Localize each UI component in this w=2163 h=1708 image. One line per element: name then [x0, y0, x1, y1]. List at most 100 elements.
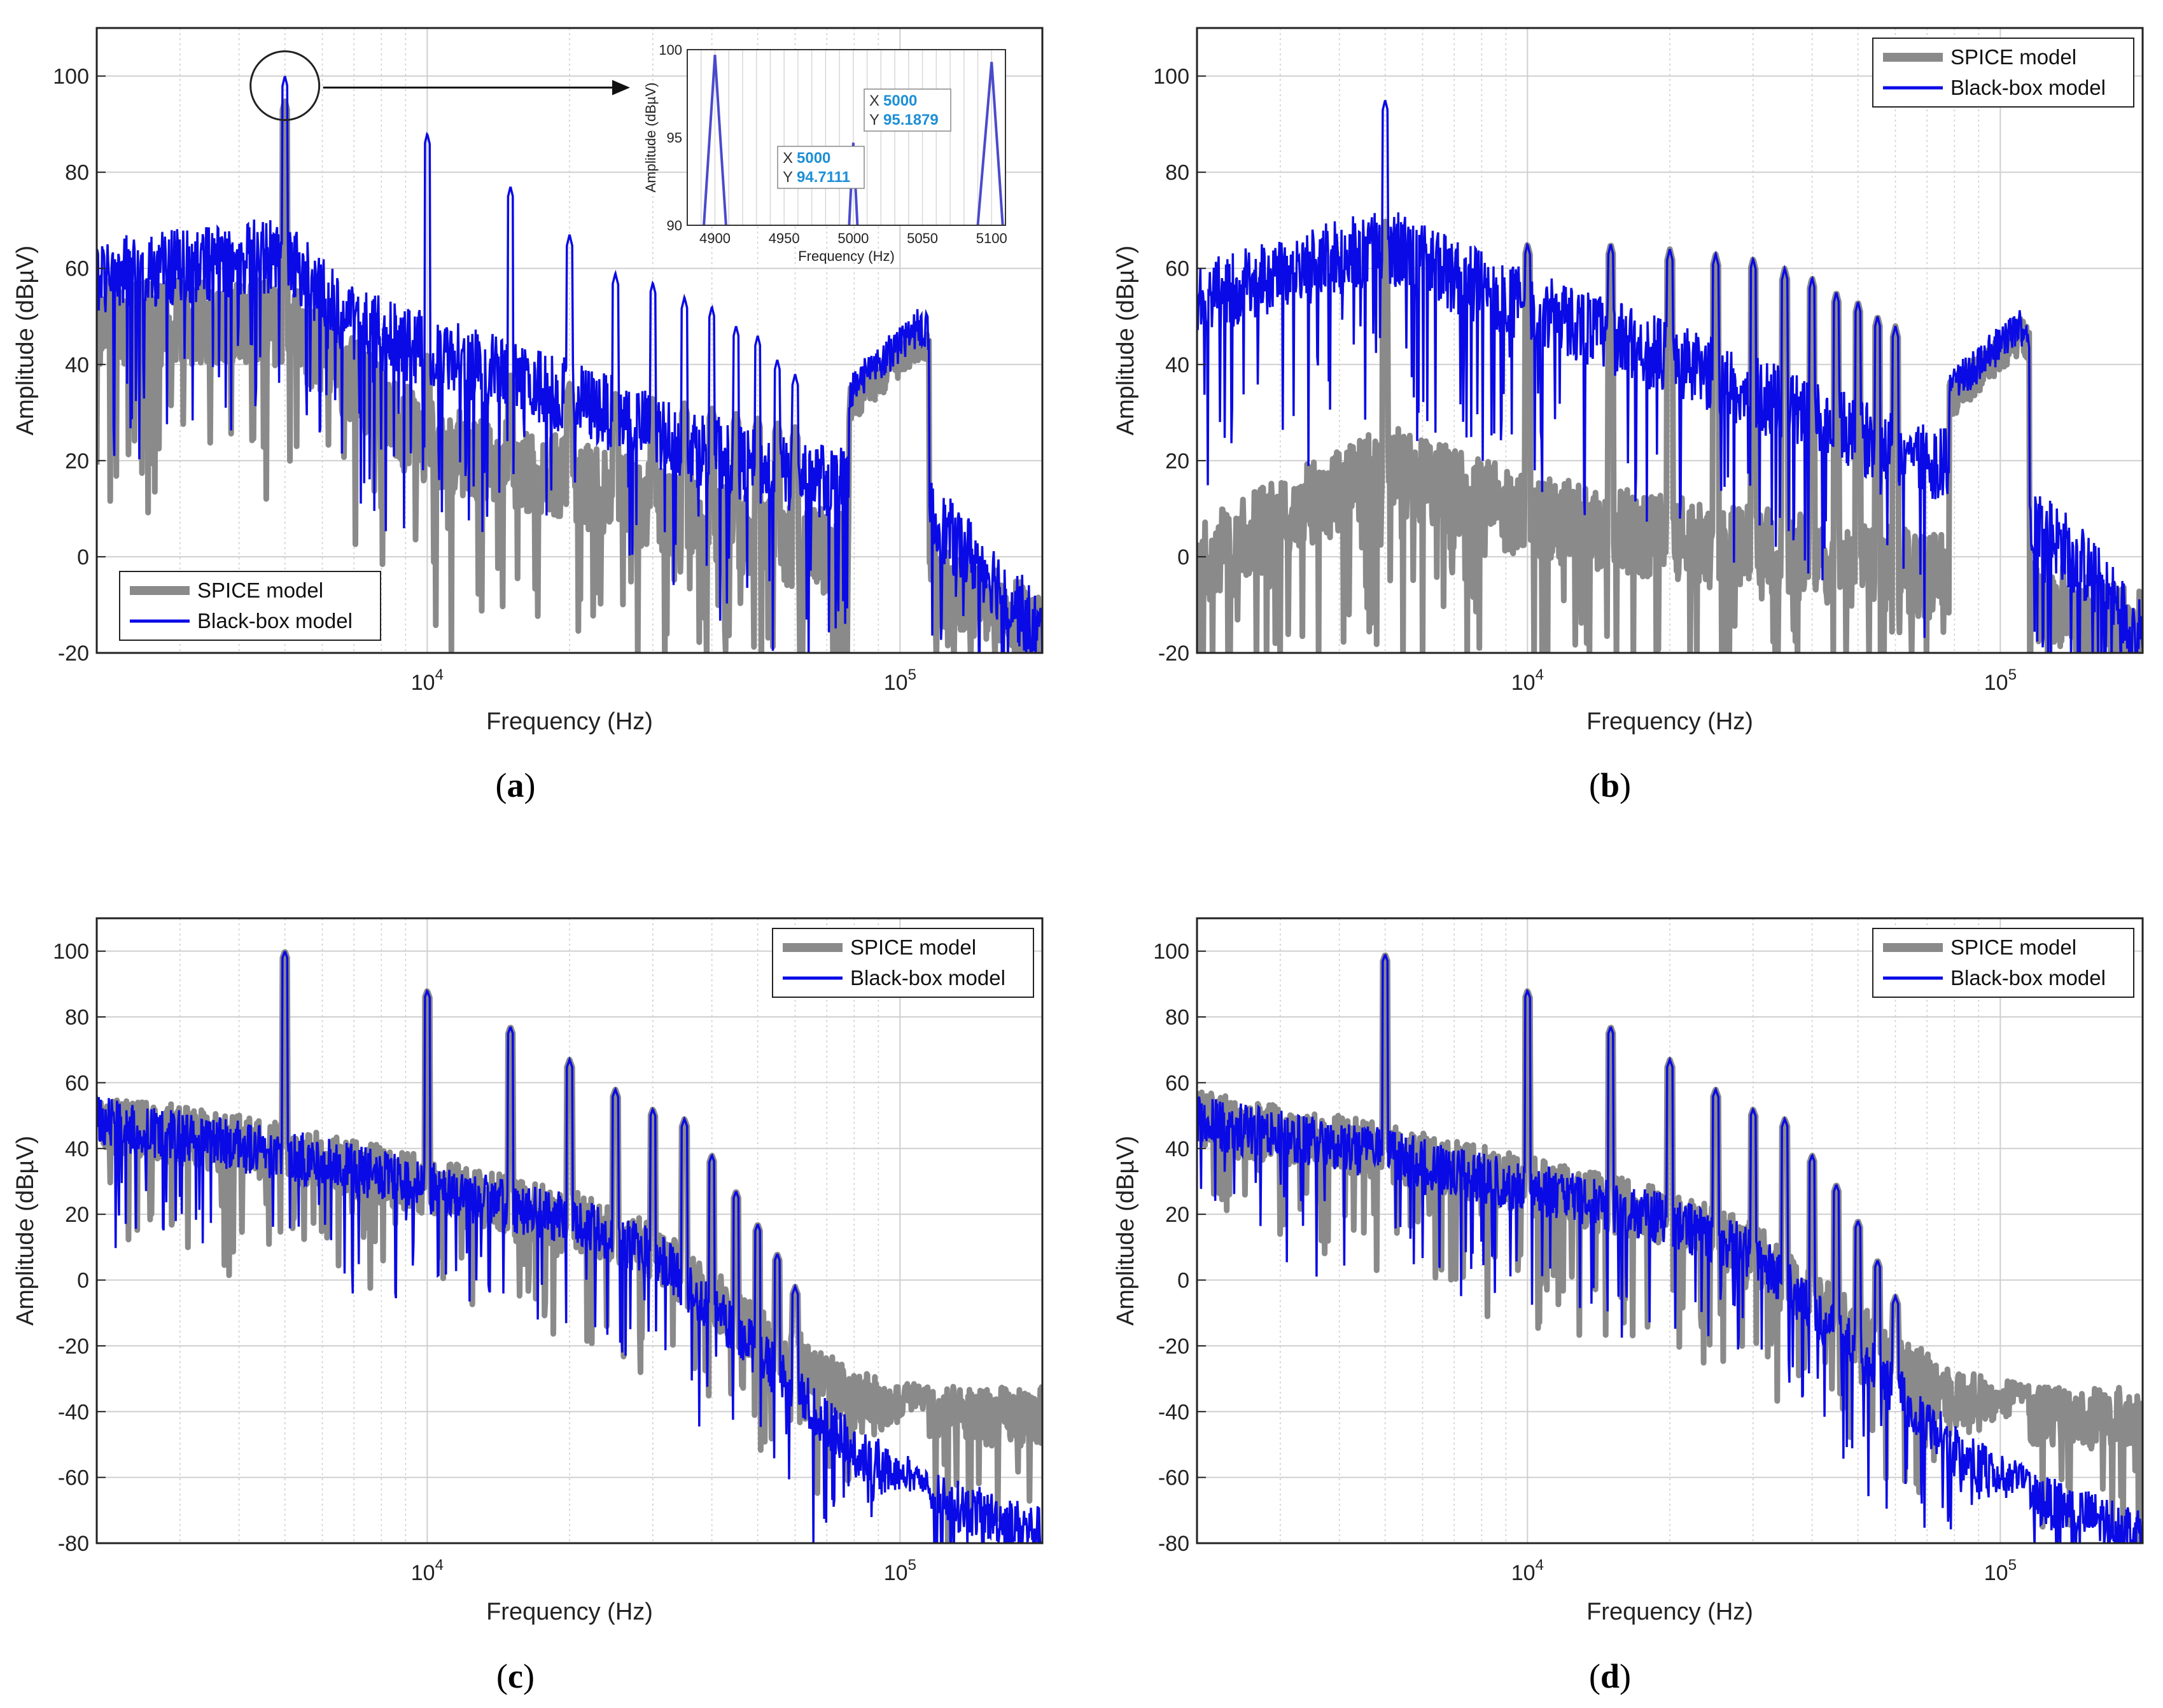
y-tick-label: -80 — [58, 1532, 89, 1556]
inset-x-tick-label: 5050 — [907, 230, 938, 246]
y-tick-label: -80 — [1158, 1532, 1189, 1556]
y-tick-label: 60 — [65, 1071, 89, 1095]
inset-x-tick-label: 5000 — [837, 230, 869, 246]
legend-label-blackbox: Black-box model — [1950, 76, 2106, 99]
datatip-box — [777, 146, 865, 189]
inset-y-tick-label: 100 — [659, 42, 682, 58]
panel-caption: (c) — [496, 1657, 535, 1695]
y-tick-label: -40 — [58, 1400, 89, 1424]
series-blackbox-line — [97, 75, 1042, 653]
y-tick-label: 20 — [1165, 1203, 1189, 1227]
series-blackbox-line — [97, 950, 1042, 1543]
legend-box — [1872, 38, 2134, 108]
legend-label-blackbox: Black-box model — [1950, 966, 2106, 990]
datatip-box — [864, 88, 951, 132]
x-tick-label: 104 — [1511, 666, 1544, 695]
y-tick-label: 60 — [65, 257, 89, 281]
y-tick-label: 100 — [53, 65, 89, 89]
inset-series-line — [703, 55, 1004, 226]
chart-panel-c: -80 -60 -40 -20 0 20 40 60 80 100 104 105 Frequency … — [12, 917, 1044, 1695]
x-axis-label: Frequency (Hz) — [1586, 708, 1753, 735]
y-tick-label: 0 — [77, 1269, 89, 1293]
y-tick-label: -40 — [1158, 1400, 1189, 1424]
datatip-y-label: Y — [869, 111, 879, 129]
legend-label-spice: SPICE model — [1950, 935, 2076, 959]
legend-box — [772, 928, 1034, 998]
y-tick-label: 100 — [1153, 940, 1189, 964]
x-tick-label: 104 — [411, 1557, 444, 1585]
legend-label-spice: SPICE model — [850, 935, 976, 959]
datatip-x-label: X — [869, 92, 879, 109]
y-axis-label: Amplitude (dBµV) — [12, 246, 39, 436]
legend: SPICE model Black-box model — [119, 571, 381, 641]
axes-frame — [1196, 917, 2144, 1544]
x-tick-label: 105 — [884, 1557, 916, 1585]
inset-x-tick-label: 5100 — [976, 230, 1007, 246]
y-tick-label: 100 — [1153, 65, 1189, 89]
inset-frame — [687, 49, 1006, 226]
y-tick-label: 20 — [1165, 449, 1189, 473]
axes-frame — [95, 27, 1044, 654]
datatip-y-label: Y — [783, 169, 793, 186]
datatip-y-value: 94.7111 — [797, 169, 850, 186]
legend-box — [1872, 928, 2134, 998]
x-axis-label: Frequency (Hz) — [486, 1599, 653, 1625]
datatip-x-label: X — [783, 150, 793, 167]
y-tick-label: 40 — [65, 1137, 89, 1161]
y-tick-label: 60 — [1165, 257, 1189, 281]
y-tick-label: 60 — [1165, 1071, 1189, 1095]
axes-frame — [1196, 27, 2144, 654]
y-tick-label: 40 — [1165, 1137, 1189, 1161]
zoom-circle — [249, 50, 321, 122]
y-tick-label: 80 — [65, 1005, 89, 1030]
y-tick-label: -20 — [58, 1334, 89, 1359]
y-tick-label: -20 — [1158, 1334, 1189, 1359]
y-tick-label: 0 — [77, 545, 89, 570]
y-tick-label: 40 — [1165, 353, 1189, 377]
x-tick-label: 104 — [1511, 1557, 1544, 1585]
y-tick-label: 80 — [65, 161, 89, 185]
legend-box — [119, 571, 381, 641]
legend: SPICE model Black-box model — [1872, 928, 2134, 998]
x-tick-label: 104 — [411, 666, 444, 695]
inset-y-tick-label: 95 — [667, 130, 682, 146]
grid — [96, 28, 1043, 654]
axes-frame — [95, 917, 1044, 1544]
series-blackbox-line — [1197, 954, 2143, 1543]
y-tick-label: -60 — [58, 1466, 89, 1490]
panel-caption: (b) — [1589, 766, 1631, 804]
datatip-y-value: 95.1879 — [883, 111, 939, 129]
x-tick-label: 105 — [1984, 1557, 2017, 1585]
y-tick-label: 40 — [65, 353, 89, 377]
legend-label-blackbox: Black-box model — [197, 609, 353, 633]
x-tick-label: 105 — [1984, 666, 2017, 695]
inset-x-tick-label: 4900 — [699, 230, 731, 246]
y-axis-label: Amplitude (dBµV) — [1112, 246, 1139, 436]
x-axis-label: Frequency (Hz) — [486, 708, 653, 735]
datatip-x-value: 5000 — [883, 92, 917, 109]
legend: SPICE model Black-box model — [1872, 38, 2134, 108]
legend-label-blackbox: Black-box model — [850, 966, 1005, 990]
inset-y-tick-label: 90 — [667, 218, 682, 234]
x-axis-label: Frequency (Hz) — [1586, 1599, 1753, 1625]
datatip-x-value: 5000 — [797, 150, 830, 167]
chart-panel-d: -80 -60 -40 -20 0 20 40 60 80 100 104 105 Frequency … — [1112, 917, 2144, 1695]
y-tick-label: 20 — [65, 449, 89, 473]
y-tick-label: -20 — [58, 641, 89, 666]
inset-x-tick-label: 4950 — [769, 230, 800, 246]
legend-label-spice: SPICE model — [197, 578, 323, 602]
inset-y-label: Amplitude (dBµV) — [643, 83, 659, 193]
y-tick-label: -60 — [1158, 1466, 1189, 1490]
y-tick-label: 0 — [1177, 1269, 1189, 1293]
y-tick-label: 80 — [1165, 1005, 1189, 1030]
y-tick-label: -20 — [1158, 641, 1189, 666]
y-axis-label: Amplitude (dBµV) — [12, 1136, 39, 1326]
panel-caption: (a) — [496, 766, 536, 804]
zoom-arrowhead — [612, 80, 630, 95]
y-axis-label: Amplitude (dBµV) — [1112, 1136, 1139, 1326]
y-tick-label: 80 — [1165, 161, 1189, 185]
inset-plot-area — [687, 50, 1005, 225]
